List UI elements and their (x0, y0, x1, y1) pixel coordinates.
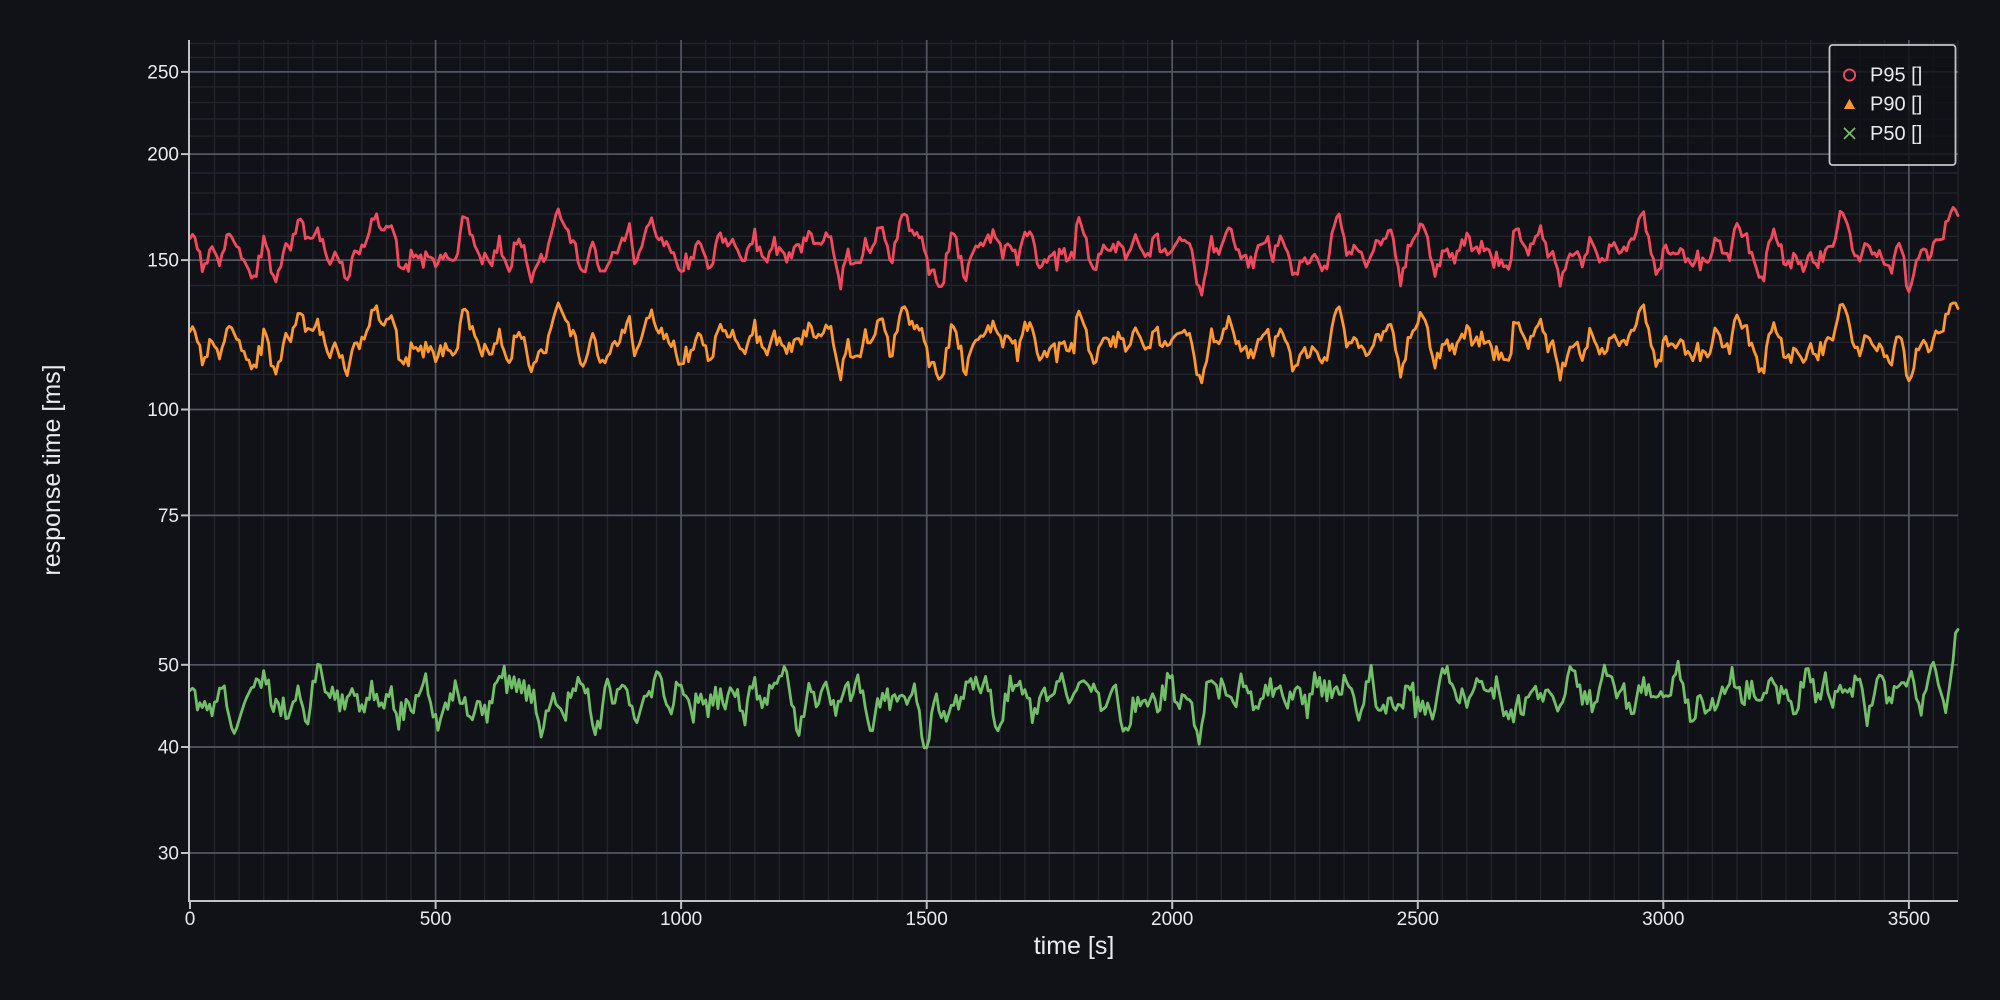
svg-text:P50 []: P50 [] (1870, 123, 1922, 145)
svg-text:200: 200 (147, 145, 179, 166)
svg-text:30: 30 (158, 844, 179, 865)
svg-text:0: 0 (185, 909, 196, 930)
svg-text:1500: 1500 (906, 909, 948, 930)
svg-text:2000: 2000 (1151, 909, 1193, 930)
svg-text:75: 75 (158, 506, 179, 527)
svg-text:time [s]: time [s] (1034, 932, 1115, 960)
svg-text:1000: 1000 (660, 909, 702, 930)
svg-text:response time [ms]: response time [ms] (38, 364, 66, 575)
svg-text:100: 100 (147, 400, 179, 421)
svg-text:150: 150 (147, 251, 179, 272)
svg-text:3000: 3000 (1642, 909, 1684, 930)
svg-text:2500: 2500 (1397, 909, 1439, 930)
svg-text:50: 50 (158, 655, 179, 676)
svg-text:40: 40 (158, 738, 179, 759)
svg-text:500: 500 (420, 909, 452, 930)
svg-text:3500: 3500 (1888, 909, 1930, 930)
svg-text:250: 250 (147, 62, 179, 83)
svg-text:P95 []: P95 [] (1870, 65, 1922, 87)
svg-text:P90 []: P90 [] (1870, 94, 1922, 116)
